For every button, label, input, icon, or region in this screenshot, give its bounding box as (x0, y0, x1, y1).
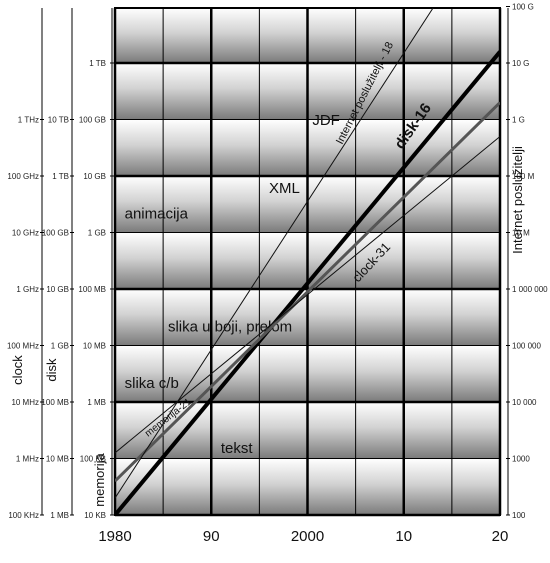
axis-tick-label: 10 GB (83, 172, 106, 181)
axis-tick-label: 100 GHz (7, 172, 39, 181)
axis-name-memorija: memorija (92, 453, 107, 507)
axis-tick-label: 100 (512, 511, 526, 520)
x-tick-label: 1980 (98, 528, 131, 545)
axis-tick-label: 100 G (512, 3, 534, 12)
x-tick-label: 90 (203, 528, 220, 545)
axis-tick-label: 1 G (512, 116, 525, 125)
axis-tick-label: 10 MHz (11, 398, 39, 407)
axis-tick-label: 10 MB (46, 455, 69, 464)
series-lines (115, 8, 500, 515)
axis-tick-label: 10 MB (83, 342, 106, 351)
region-label: tekst (221, 440, 254, 457)
axis-name-clock: clock (10, 355, 25, 385)
axis-tick-label: 1 MB (50, 511, 69, 520)
axis-tick-label: 100 MHz (7, 342, 39, 351)
region-label: slika c/b (125, 375, 179, 392)
x-tick-label: 10 (395, 528, 412, 545)
axis-tick-label: 10 GB (46, 285, 69, 294)
region-labels: tekst slika c/b slika u boji, prelom animac… (125, 112, 340, 457)
x-tick-label: 2000 (291, 528, 324, 545)
axis-tick-label: 10 000 (512, 398, 537, 407)
axis-tick-label: 10 KB (84, 511, 106, 520)
axis-tick-label: 1 GHz (16, 285, 39, 294)
axis-tick-label: 100 GB (42, 229, 69, 238)
axis-tick-label: 100 KB (80, 455, 106, 464)
axis-tick-label: 100 MB (78, 285, 106, 294)
axis-tick-label: 100 GB (79, 116, 106, 125)
axis-tick-label: 10 GHz (12, 229, 39, 238)
axis-tick-label: 1 MB (87, 398, 106, 407)
axis-tick-label: 1000 (512, 455, 530, 464)
series-line-3 (115, 8, 434, 499)
axis-tick-label: 1 MHz (16, 455, 39, 464)
axis-name-internet: Internet poslužitelji (510, 146, 525, 254)
axis-tick-label: 1 TB (89, 59, 106, 68)
axis-tick-label: 10 G (512, 59, 529, 68)
region-label: XML (269, 180, 300, 197)
region-label: slika u boji, prelom (168, 318, 292, 335)
series-line-1 (115, 101, 500, 483)
axis-tick-label: 1 THz (18, 116, 39, 125)
plot-grid (113, 7, 502, 517)
series-line-2 (115, 136, 500, 454)
axis-name-disk: disk (44, 358, 59, 382)
region-label: animacija (125, 205, 189, 222)
x-tick-label: 20 (492, 528, 509, 545)
axis-tick-label: 10 TB (48, 116, 69, 125)
axis-tick-label: 1 TB (52, 172, 69, 181)
axis-tick-label: 100 000 (512, 342, 541, 351)
axis-tick-label: 10 M (512, 229, 530, 238)
plot-frame (114, 7, 501, 516)
region-label: JDF (312, 112, 340, 129)
axis-tick-label: 1 GB (51, 342, 69, 351)
axis-tick-label: 100 MB (41, 398, 69, 407)
axis-tick-label: 100 M (512, 172, 535, 181)
axis-tick-label: 1 GB (88, 229, 106, 238)
axis-tick-label: 1 000 000 (512, 285, 548, 294)
axis-tick-label: 100 KHz (8, 511, 39, 520)
series-line-0 (115, 50, 500, 515)
x-axis-ticks: 1980 90 2000 10 20 (98, 528, 508, 545)
